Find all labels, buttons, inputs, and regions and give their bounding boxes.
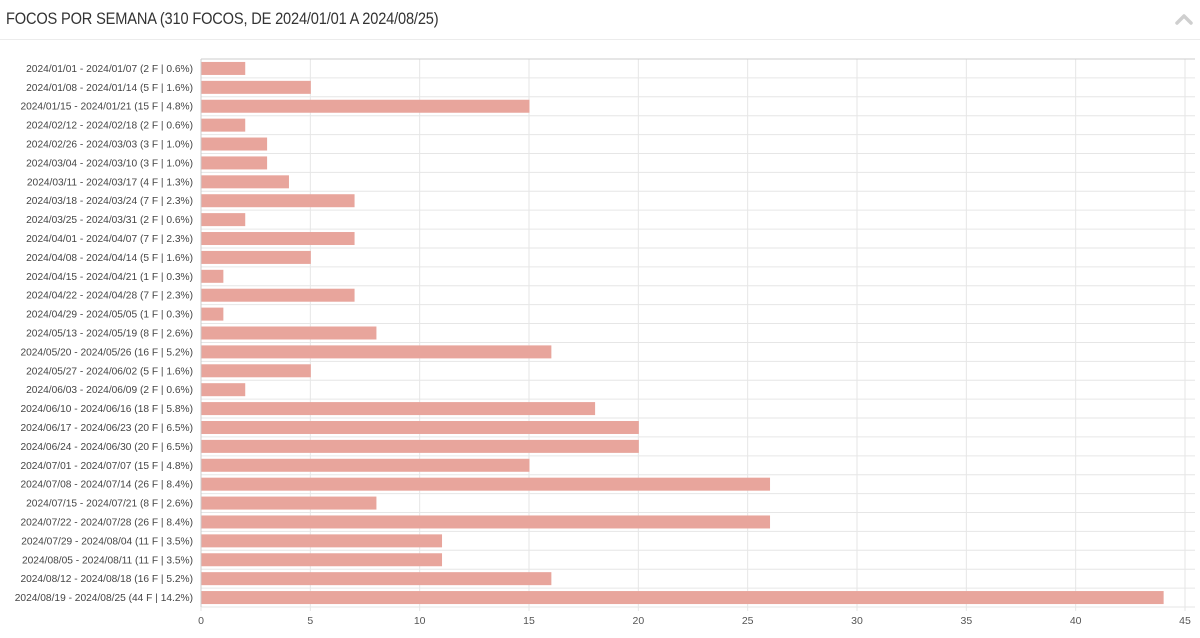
category-label: 2024/07/22 - 2024/07/28 (26 F | 8.4%) — [20, 517, 193, 528]
x-tick-label: 20 — [632, 615, 644, 627]
category-label: 2024/07/01 - 2024/07/07 (15 F | 4.8%) — [20, 461, 193, 472]
x-tick-label: 15 — [523, 615, 535, 627]
bar — [201, 213, 246, 227]
category-label: 2024/04/01 - 2024/04/07 (7 F | 2.3%) — [26, 234, 193, 245]
bar — [201, 420, 639, 434]
bar — [201, 572, 552, 586]
category-label: 2024/02/12 - 2024/02/18 (2 F | 0.6%) — [26, 121, 193, 132]
category-label: 2024/04/22 - 2024/04/28 (7 F | 2.3%) — [26, 291, 193, 302]
bar — [201, 307, 224, 321]
x-tick-label: 5 — [307, 615, 313, 627]
bar — [201, 61, 246, 75]
category-label: 2024/07/15 - 2024/07/21 (8 F | 2.6%) — [26, 499, 193, 510]
bar — [201, 364, 311, 378]
category-label: 2024/03/25 - 2024/03/31 (2 F | 0.6%) — [26, 215, 193, 226]
bar — [201, 383, 246, 397]
bar — [201, 194, 355, 208]
category-label: 2024/02/26 - 2024/03/03 (3 F | 1.0%) — [26, 140, 193, 151]
category-label: 2024/04/29 - 2024/05/05 (1 F | 0.3%) — [26, 310, 193, 321]
bar — [201, 591, 1164, 605]
category-label: 2024/07/08 - 2024/07/14 (26 F | 8.4%) — [20, 480, 193, 491]
bar — [201, 345, 552, 359]
category-label: 2024/08/05 - 2024/08/11 (11 F | 3.5%) — [22, 555, 193, 566]
category-label: 2024/08/12 - 2024/08/18 (16 F | 5.2%) — [20, 574, 193, 585]
chevron-up-icon — [1175, 14, 1193, 25]
x-tick-label: 30 — [851, 615, 863, 627]
bar-chart: 0 5 10 15 20 25 30 35 40 45 2024/01/01 - 2024/01/0… — [15, 58, 1195, 627]
bar — [201, 288, 355, 302]
category-label: 2024/01/01 - 2024/01/07 (2 F | 0.6%) — [26, 64, 193, 75]
category-label: 2024/06/03 - 2024/06/09 (2 F | 0.6%) — [26, 385, 193, 396]
category-label: 2024/01/08 - 2024/01/14 (5 F | 1.6%) — [26, 83, 193, 94]
category-label: 2024/03/04 - 2024/03/10 (3 F | 1.0%) — [26, 158, 193, 169]
bar — [201, 269, 224, 283]
category-label: 2024/06/10 - 2024/06/16 (18 F | 5.8%) — [20, 404, 193, 415]
x-tick-label: 0 — [198, 615, 204, 627]
x-tick-label: 40 — [1070, 615, 1082, 627]
x-tick-label: 25 — [742, 615, 754, 627]
category-label: 2024/01/15 - 2024/01/21 (15 F | 4.8%) — [20, 102, 193, 113]
category-label: 2024/05/27 - 2024/06/02 (5 F | 1.6%) — [26, 366, 193, 377]
bar — [201, 458, 530, 472]
category-label: 2024/07/29 - 2024/08/04 (11 F | 3.5%) — [21, 536, 193, 547]
bar — [201, 175, 289, 189]
category-label: 2024/03/11 - 2024/03/17 (4 F | 1.3%) — [27, 177, 193, 188]
bar — [201, 80, 311, 94]
category-label: 2024/03/18 - 2024/03/24 (7 F | 2.3%) — [26, 196, 193, 207]
bar — [201, 118, 246, 132]
collapse-button[interactable] — [1170, 6, 1198, 34]
bar — [201, 99, 530, 113]
panel-title: FOCOS POR SEMANA (310 FOCOS, DE 2024/01/… — [6, 9, 439, 28]
category-label: 2024/08/19 - 2024/08/25 (44 F | 14.2%) — [15, 593, 193, 604]
x-tick-label: 35 — [960, 615, 972, 627]
bar — [201, 402, 596, 416]
x-tick-label: 10 — [414, 615, 426, 627]
bar — [201, 477, 771, 491]
category-label: 2024/05/20 - 2024/05/26 (16 F | 5.2%) — [20, 347, 193, 358]
bar — [201, 232, 355, 246]
bar — [201, 439, 639, 453]
bar — [201, 553, 443, 567]
bar — [201, 496, 377, 510]
bar — [201, 250, 311, 264]
bar — [201, 534, 443, 548]
category-label: 2024/06/24 - 2024/06/30 (20 F | 6.5%) — [20, 442, 193, 453]
bar — [201, 137, 268, 151]
x-tick-label: 45 — [1179, 615, 1191, 627]
category-label: 2024/04/08 - 2024/04/14 (5 F | 1.6%) — [26, 253, 193, 264]
bar — [201, 326, 377, 340]
category-label: 2024/05/13 - 2024/05/19 (8 F | 2.6%) — [26, 329, 193, 340]
category-label: 2024/04/15 - 2024/04/21 (1 F | 0.3%) — [26, 272, 193, 283]
bar — [201, 515, 771, 529]
bar — [201, 156, 268, 170]
panel-header: FOCOS POR SEMANA (310 FOCOS, DE 2024/01/… — [0, 0, 1200, 40]
category-label: 2024/06/17 - 2024/06/23 (20 F | 6.5%) — [20, 423, 193, 434]
